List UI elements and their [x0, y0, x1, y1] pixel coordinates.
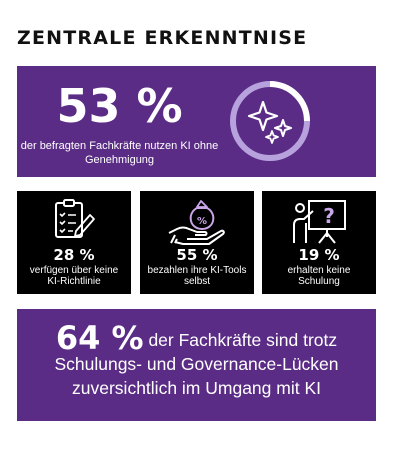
highlight-description: der befragten Fachkräfte nutzen KI ohne …	[20, 140, 219, 166]
svg-text:%: %	[197, 216, 207, 227]
stat-card-policy: 28 % verfügen über keine KI-Richtlinie	[17, 191, 131, 294]
summary-percent: 64 %	[55, 319, 144, 357]
svg-text:?: ?	[323, 204, 335, 228]
presentation-question-icon: ?	[293, 200, 346, 244]
stat-description: bezahlen ihre KI-Tools selbst	[147, 265, 247, 287]
summary-text: 64 % der Fachkräfte sind trotz Schulungs…	[25, 322, 368, 400]
page-heading: ZENTRALE ERKENNTNISE	[17, 27, 308, 49]
money-bag-hand-icon: %	[168, 200, 225, 245]
stat-percent: 19 %	[298, 246, 340, 264]
stat-description: erhalten keine Schulung	[287, 265, 351, 287]
summary-description: der Fachkräfte sind trotz Schulungs- und…	[54, 330, 339, 398]
stat-card-payment: % 55 % bezahlen ihre KI-Tools selbst	[140, 191, 254, 294]
stat-percent: 55 %	[176, 246, 218, 264]
sparkles-icon	[230, 81, 310, 161]
stat-card-training: ? 19 % erhalten keine Schulung	[262, 191, 376, 294]
highlight-card: 53 % der befragten Fachkräfte nutzen KI …	[17, 66, 376, 177]
highlight-percent: 53 %	[56, 79, 183, 133]
checklist-icon	[55, 199, 95, 238]
stat-description: verfügen über keine KI-Richtlinie	[29, 265, 119, 287]
stat-percent: 28 %	[53, 246, 95, 264]
summary-card: 64 % der Fachkräfte sind trotz Schulungs…	[17, 309, 376, 421]
